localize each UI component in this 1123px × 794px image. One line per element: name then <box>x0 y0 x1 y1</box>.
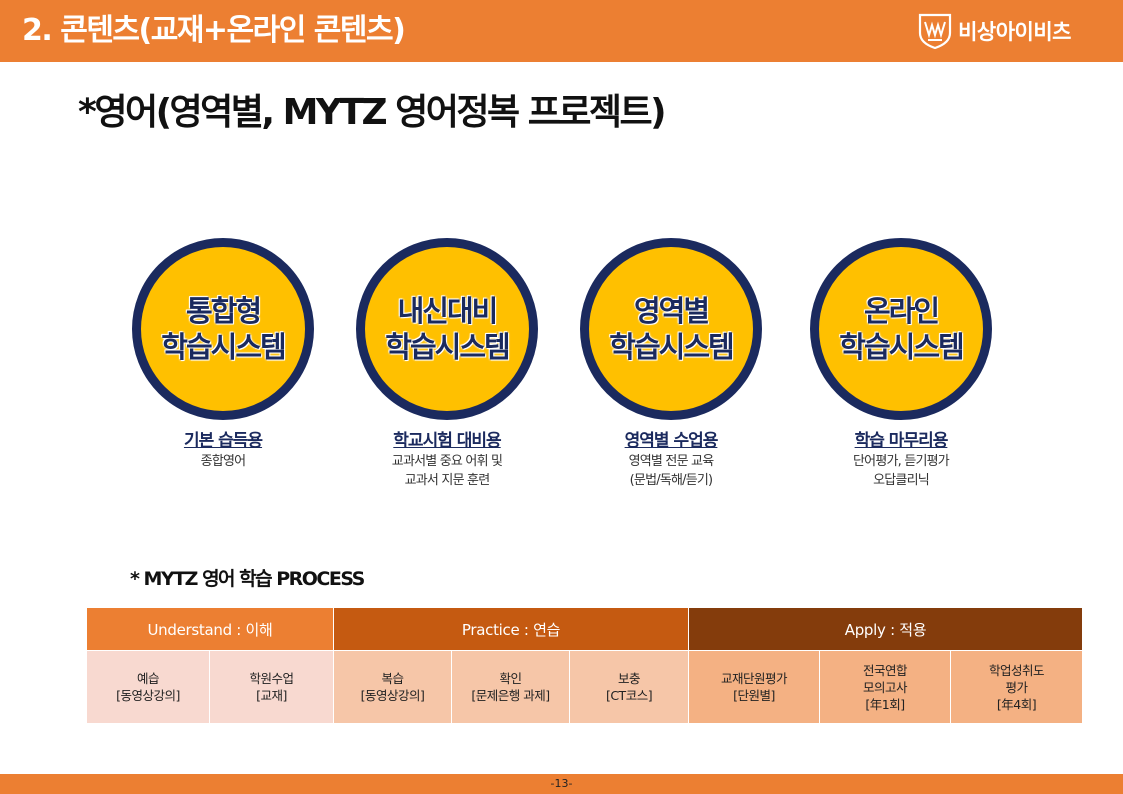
process-title: * MYTZ 영어 학습 PROCESS <box>130 568 365 590</box>
phase-header-understand: Understand : 이해 <box>85 607 335 651</box>
circle-line1: 영역별 <box>633 294 710 328</box>
step-label: 교재단원평가 <box>721 671 788 686</box>
description-title: 학교시험 대비용 <box>393 431 501 451</box>
circle-line2: 학습시스템 <box>161 330 286 364</box>
step-detail: [동영상강의] <box>360 688 425 703</box>
process-step: 확인 [문제은행 과제] <box>451 650 571 724</box>
description-line: 교과서 지문 훈련 <box>404 473 491 488</box>
system-description: 학교시험 대비용 교과서별 중요 어휘 및 교과서 지문 훈련 <box>347 430 547 490</box>
system-circle-school-exam: 내신대비 학습시스템 <box>356 238 538 420</box>
header-bar: 2. 콘텐츠(교재+온라인 콘텐츠) 비상아이비츠 <box>0 0 1123 62</box>
step-label: 평가 <box>1005 679 1029 695</box>
description-line: 단어평가, 듣기평가 <box>853 454 950 469</box>
step-detail: [교재] <box>256 688 287 703</box>
system-circle-online: 온라인 학습시스템 <box>810 238 992 420</box>
system-circle-domain: 영역별 학습시스템 <box>580 238 762 420</box>
description-line: 오답클리닉 <box>873 473 930 488</box>
description-title: 학습 마무리용 <box>854 431 949 451</box>
step-detail: [동영상강의] <box>116 688 180 703</box>
step-label: 학업성취도 <box>989 662 1045 678</box>
circle-line1: 온라인 <box>863 294 940 328</box>
circle-line2: 학습시스템 <box>609 330 734 364</box>
section-title: 2. 콘텐츠(교재+온라인 콘텐츠) <box>22 13 406 48</box>
step-detail: [CT코스] <box>605 688 653 703</box>
page-number: -13- <box>550 777 573 790</box>
circle-line1: 통합형 <box>185 294 262 328</box>
system-description: 영역별 수업용 영역별 전문 교육 (문법/독해/듣기) <box>571 430 771 490</box>
step-label: 보충 <box>618 671 641 686</box>
step-label: 예습 <box>136 671 160 686</box>
logo-text: 비상아이비츠 <box>958 20 1071 44</box>
brand-logo: 비상아이비츠 <box>918 12 1071 50</box>
description-title: 기본 습득용 <box>183 431 263 451</box>
step-label: 모의고사 <box>863 679 908 695</box>
process-step: 복습 [동영상강의] <box>333 650 453 724</box>
process-step: 보충 [CT코스] <box>569 650 690 724</box>
description-line: 교과서별 중요 어휘 및 <box>391 454 503 469</box>
step-label: 복습 <box>381 671 405 686</box>
circle-line2: 학습시스템 <box>839 330 964 364</box>
step-label: 학원수업 <box>249 671 295 686</box>
process-table: Understand : 이해 Practice : 연습 Apply : 적용… <box>85 607 1084 724</box>
system-description: 학습 마무리용 단어평가, 듣기평가 오답클리닉 <box>801 430 1001 490</box>
phase-header-apply: Apply : 적용 <box>688 607 1084 651</box>
step-detail: [年4회] <box>996 696 1037 712</box>
description-line: 영역별 전문 교육 <box>628 454 715 469</box>
mytz-shield-icon <box>918 13 952 49</box>
system-circle-integrated: 통합형 학습시스템 <box>132 238 314 420</box>
process-step: 전국연합 모의고사 [年1회] <box>819 650 952 724</box>
circle-line2: 학습시스템 <box>385 330 510 364</box>
process-step: 학업성취도 평가 [年4회] <box>950 650 1084 724</box>
phase-header-practice: Practice : 연습 <box>333 607 690 651</box>
circle-line1: 내신대비 <box>397 294 499 328</box>
description-line: 종합영어 <box>200 454 246 469</box>
description-line: (문법/독해/듣기) <box>629 473 713 488</box>
step-detail: [문제은행 과제] <box>471 688 550 703</box>
system-description: 기본 습득용 종합영어 <box>123 430 323 471</box>
page-title: *영어(영역별, MYTZ 영어정복 프로젝트) <box>78 92 667 133</box>
footer-bar <box>0 774 1123 794</box>
description-title: 영역별 수업용 <box>624 431 719 451</box>
step-label: 확인 <box>499 671 523 686</box>
step-label: 전국연합 <box>863 662 908 678</box>
step-detail: [年1회] <box>865 696 905 712</box>
step-detail: [단원별] <box>733 688 775 703</box>
process-step: 교재단원평가 [단원별] <box>688 650 821 724</box>
process-step: 예습 [동영상강의] <box>86 650 210 724</box>
process-step: 학원수업 [교재] <box>208 650 335 724</box>
